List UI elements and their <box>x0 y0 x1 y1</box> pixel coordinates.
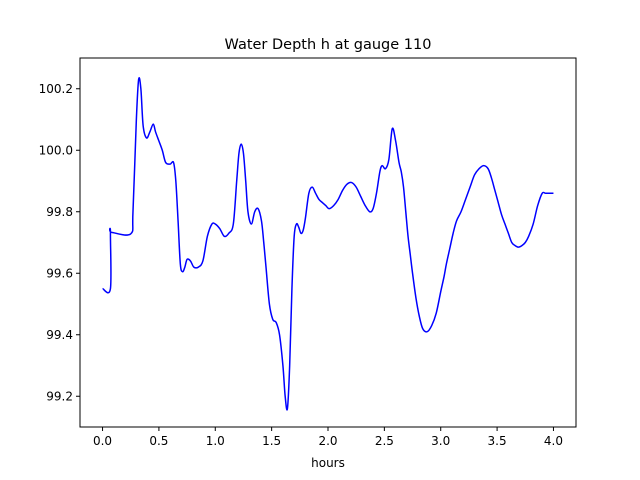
x-tick-label: 2.5 <box>375 434 394 448</box>
x-tick-label: 3.5 <box>488 434 507 448</box>
y-tick-label: 99.2 <box>46 389 73 403</box>
series-line <box>102 76 554 411</box>
y-tick-label: 99.8 <box>46 205 73 219</box>
x-tick-label: 0.5 <box>149 434 168 448</box>
x-axis-label: hours <box>311 456 345 470</box>
x-axis: 0.0 0.5 1.0 1.5 2.0 2.5 3.0 3.5 4.0 <box>93 427 563 448</box>
y-tick-label: 100.0 <box>39 143 73 157</box>
x-tick-label: 2.0 <box>318 434 337 448</box>
chart-title: Water Depth h at gauge 110 <box>225 37 432 53</box>
x-tick-label: 1.0 <box>206 434 225 448</box>
x-tick-label: 0.0 <box>93 434 112 448</box>
x-tick-label: 4.0 <box>544 434 563 448</box>
y-tick-label: 100.2 <box>39 82 73 96</box>
y-tick-label: 99.4 <box>46 328 73 342</box>
y-tick-label: 99.6 <box>46 266 73 280</box>
x-tick-label: 3.0 <box>431 434 450 448</box>
x-tick-label: 1.5 <box>262 434 281 448</box>
y-axis: 99.2 99.4 99.6 99.8 100.0 100.2 <box>39 82 80 403</box>
